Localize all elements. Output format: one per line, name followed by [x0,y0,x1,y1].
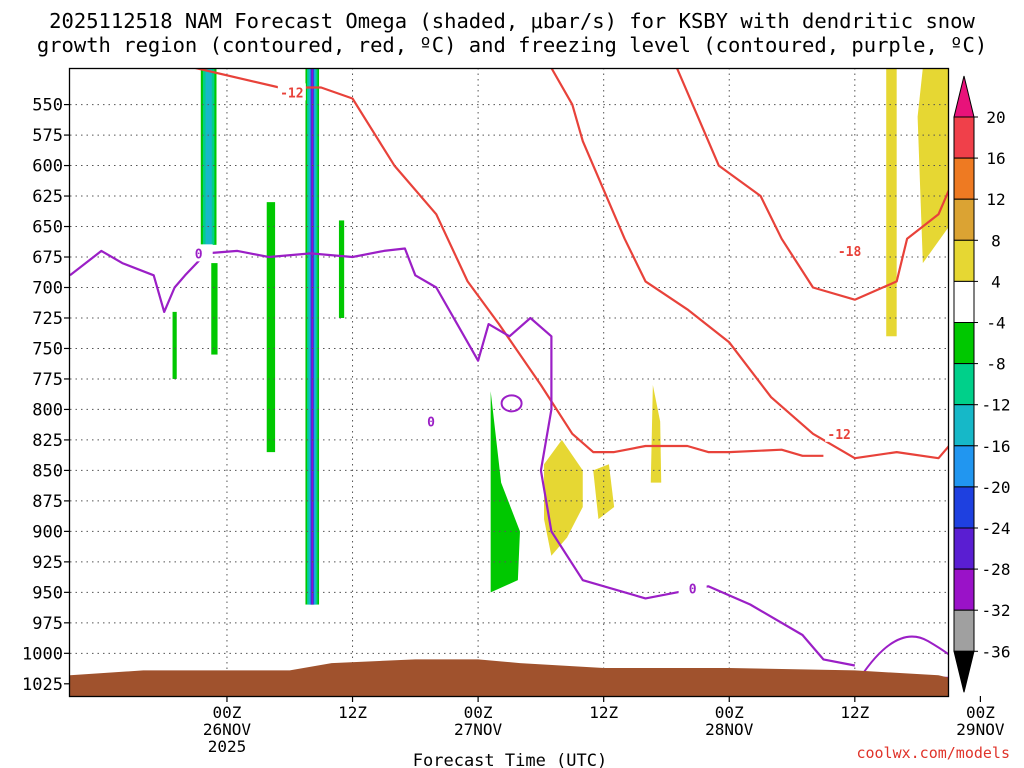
colorbar-underflow-arrow [953,650,975,693]
omega-shade-subsidence-thin [650,385,662,483]
colorbar-label-5: -4 [986,314,1005,333]
omega-shade-column-00z-2 [205,68,212,245]
y-tick-label-800: 800 [32,400,63,420]
y-tick-label-975: 975 [32,614,63,634]
dgz_minus12_upper-contour [195,68,824,457]
colorbar-label-1: 16 [986,149,1005,168]
colorbar-label-8: -16 [982,437,1011,456]
x-tick-year-0: 2025 [208,737,247,756]
y-tick-label-750: 750 [32,339,63,359]
freezing-level-loop-1 [500,394,523,413]
x-tick-label-48: 00Z [715,703,744,722]
colorbar-bin-5 [953,322,975,365]
omega-shade-small-1 [172,311,177,379]
contour-label-bg-2 [825,424,854,442]
colorbar-label-12: -32 [982,601,1011,620]
y-tick-label-550: 550 [32,96,63,116]
x-tick-label-72: 00Z [966,703,995,722]
colorbar-label-7: -12 [982,396,1011,415]
y-tick-label-700: 700 [32,278,63,298]
y-tick-label-600: 600 [32,157,63,177]
colorbar-bin-1 [953,157,975,200]
x-tick-date-48: 28NOV [705,720,754,739]
contour-label-bg-0 [277,83,306,101]
colorbar-label-0: 20 [986,108,1005,127]
y-tick-label-650: 650 [32,218,63,238]
y-tick-label-850: 850 [32,461,63,481]
x-tick-label-36: 12Z [589,703,618,722]
freezing_level_0C-contour [70,247,856,667]
omega-shade-subsidence-pocket [544,439,583,556]
contour-label-1: -18 [838,245,862,260]
colorbar-label-3: 8 [991,231,1001,250]
omega-shade-subsidence-28nov [886,68,897,337]
y-tick-label-950: 950 [32,583,63,603]
plot-frame [68,67,950,698]
x-tick-label-12: 12Z [338,703,367,722]
contour-label-bg-4 [417,412,446,430]
x-tick-date-0: 26NOV [203,720,252,739]
x-tick-label-24: 00Z [464,703,493,722]
y-tick-label-725: 725 [32,309,63,329]
colorbar-bin-6 [953,363,975,406]
colorbar-bin-2 [953,198,975,241]
omega-shade-subsidence-29nov [917,68,949,264]
colorbar-bin-4 [953,280,975,323]
y-tick-label-575: 575 [32,126,63,146]
freezing-level-loop-2 [858,635,949,679]
y-tick-label-900: 900 [32,522,63,542]
colorbar-bin-3 [953,239,975,282]
chart-title-line-1: 2025112518 NAM Forecast Omega (shaded, μ… [49,9,975,33]
credit-text: coolwx.com/models [856,744,1010,762]
contour-label-bg-5 [678,579,707,597]
colorbar-label-13: -36 [982,642,1011,661]
dgz_minus12_lower-contour [550,68,949,460]
colorbar-label-11: -28 [982,560,1011,579]
chart-title-line-2: growth region (contoured, red, ºC) and f… [36,33,988,57]
y-tick-label-1025: 1025 [22,675,63,695]
omega-shade-ascent-pocket [490,391,520,593]
colorbar-label-2: 12 [986,190,1005,209]
colorbar-bin-0 [953,116,975,159]
colorbar-bin-10 [953,527,975,570]
colorbar-bin-9 [953,486,975,529]
colorbar-label-9: -20 [982,478,1011,497]
omega-shade-column-12z-6 [311,68,313,605]
contour-label-3: 0 [195,247,203,262]
y-tick-label-625: 625 [32,187,63,207]
colorbar-bin-11 [953,568,975,611]
y-tick-label-1000: 1000 [22,644,63,664]
y-tick-label-925: 925 [32,553,63,573]
colorbar-label-4: 4 [991,272,1001,291]
omega-shade-small-4 [338,220,345,318]
contour-label-5: 0 [689,583,697,598]
contour-label-4: 0 [427,416,435,431]
y-tick-label-875: 875 [32,492,63,512]
y-tick-label-825: 825 [32,431,63,451]
x-tick-date-24: 27NOV [454,720,503,739]
omega-shade-small-3 [266,202,276,453]
colorbar-bin-8 [953,445,975,488]
terrain-fill [70,659,949,696]
colorbar-label-10: -24 [982,519,1011,538]
colorbar-overflow-arrow [953,75,975,118]
colorbar-bin-12 [953,609,975,652]
dgz_minus18-contour [675,68,949,301]
contour-label-bg-1 [835,241,864,259]
y-tick-label-775: 775 [32,370,63,390]
contour-label-bg-3 [184,244,213,262]
x-tick-date-72: 29NOV [956,720,1005,739]
x-axis-label: Forecast Time (UTC) [413,751,607,768]
colorbar-bin-7 [953,404,975,447]
x-tick-label-0: 00Z [213,703,242,722]
colorbar-label-6: -8 [986,355,1005,374]
contour-label-0: -12 [280,86,303,101]
y-tick-label-675: 675 [32,248,63,268]
x-tick-label-60: 12Z [840,703,869,722]
omega-shade-small-2 [211,263,218,355]
contour-label-2: -12 [827,428,850,443]
